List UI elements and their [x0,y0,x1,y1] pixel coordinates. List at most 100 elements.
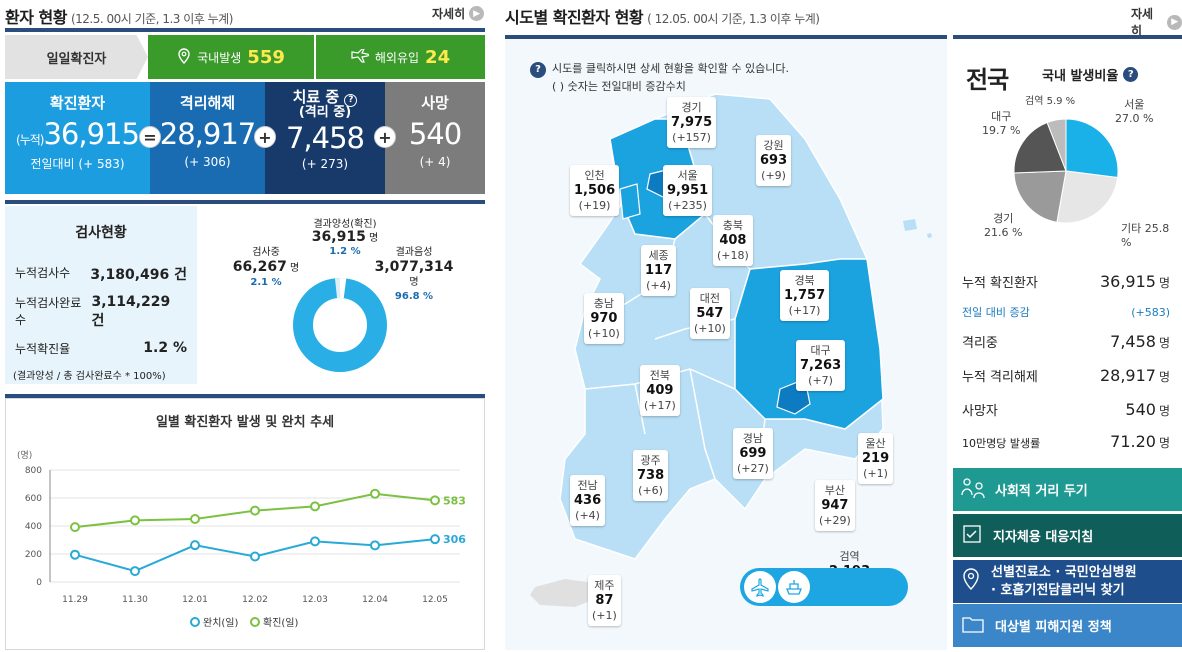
map-region-label[interactable]: 전남 436 (+4) [570,475,606,526]
map-region-label[interactable]: 울산 219 (+1) [858,433,894,484]
help-icon[interactable]: ? [344,94,358,107]
map-region-label[interactable]: 충북 408 (+18) [713,215,753,266]
region-name: 충남 [593,297,615,310]
deaths-value: 540 [408,117,462,151]
data-point [310,536,320,547]
pie-label-pct: 19.7 % [982,124,1021,137]
region-name: 울산 [865,437,886,450]
negative-unit: 명 [409,277,419,288]
map-region-label[interactable]: 충남 970 (+10) [584,293,624,344]
pending-stat: 검사중 66,267 명 2.1 % [226,246,306,290]
map-info-text: 시도를 클릭하시면 상세 현황을 확인할 수 있습니다. [552,62,789,75]
legend-marker [250,617,260,627]
overseas-cell: 해외유입 24 [316,35,485,79]
divider [5,394,485,398]
local-guideline-button[interactable]: 지자체용 대응지침 [953,514,1182,557]
pending-label: 검사중 [252,247,280,258]
help-icon[interactable]: ? [1123,67,1139,82]
region-name: 전남 [577,479,598,492]
map-region-label[interactable]: 광주 738 (+6) [633,450,669,501]
support-policy-button[interactable]: 대상별 피해지원 정책 [953,604,1182,647]
positive-stat: 결과양성(확진) 36,915 명 1.2 % [300,218,390,258]
map-region-label[interactable]: 서울 9,951 (+235) [663,165,713,216]
x-tick-label: 11.30 [122,595,148,605]
incheon-region [619,183,641,220]
positive-pct: 1.2 % [329,246,361,257]
patient-status-title: 환자 현황 (12.5. 00시 기준, 1.3 이후 누계) [5,4,233,28]
map-region-label[interactable]: 대전 547 (+10) [690,288,730,339]
national-row: 누적 격리해제 28,917 명 [962,366,1170,385]
pie-label-name: 검역 [1025,96,1044,107]
map-region-label[interactable]: 부산 947 (+29) [815,480,855,531]
last-value-label: 583 [443,494,466,507]
negative-value: 3,077,314 [374,259,454,275]
section-title: 환자 현황 [5,8,67,27]
left-more-button[interactable]: 자세히 ▶ [432,5,485,22]
region-change: (+27) [737,462,769,475]
test-row: 누적검사수 3,180,496 건 [5,264,197,284]
section-subtitle: (12.5. 00시 기준, 1.3 이후 누계) [70,12,233,26]
national-row-value: 540 [1125,400,1156,419]
national-row: 10만명당 발생률 71.20 명 [962,432,1170,451]
region-value: 699 [739,446,767,461]
map-region-label[interactable]: 세종 117 (+4) [641,245,677,296]
national-title: 전국 [966,66,1009,94]
data-point [190,514,200,524]
treating-box: 치료 중 ? (격리 중) 7,458 (+ 273) [265,82,385,194]
pie-label-name: 서울 [1124,98,1145,111]
map-region-label[interactable]: 경남 699 (+27) [733,428,773,479]
ratio-header: 국내 발생비율 ? [1042,65,1139,84]
chevron-right-icon: ▶ [1167,14,1182,30]
confirmed-change: 전일대비 (+ 583) [30,157,125,171]
map-region-label[interactable]: 경북 1,757 (+17) [780,270,830,321]
region-name: 경북 [794,274,815,287]
region-value: 87 [595,593,614,608]
plus-sign: + [374,126,396,148]
x-tick-label: 12.02 [242,595,268,605]
national-row-value: 36,915 [1099,272,1156,291]
map-region-label[interactable]: 제주 87 (+1) [588,575,621,626]
data-point [430,495,440,506]
map-region-label[interactable]: 인천 1,506 (+19) [570,165,620,216]
region-change: (+7) [808,374,833,387]
national-row-label: 사망자 [962,404,998,419]
airplane-icon [744,571,776,603]
pie-label-pct: 25.8 % [1121,222,1170,249]
national-row-label: 누적 확진환자 [962,276,1038,291]
test-row-value: 1.2 % [143,340,187,356]
deaths-label: 사망 [421,94,449,112]
folder-icon [961,614,985,638]
region-change: (+235) [668,199,707,212]
data-point [370,488,380,499]
pie-label-pct: 21.6 % [984,226,1023,239]
pie-label-name: 경기 [993,212,1014,225]
section-title: 시도별 확진환자 현황 [505,8,644,27]
daily-confirmed-label: 일일확진자 [5,35,148,79]
y-tick-label: 0 [36,578,42,588]
released-value: 28,917 [159,117,256,151]
region-status-title: 시도별 확진환자 현황( 12.05. 00시 기준, 1.3 이후 누계) [505,4,820,28]
region-name: 경기 [681,101,702,114]
national-row-unit: 명 [1158,336,1170,350]
map-region-label[interactable]: 전북 409 (+17) [640,365,680,416]
button-label: 대상별 피해지원 정책 [995,620,1112,635]
domestic-cell: 국내발생 559 [148,35,314,79]
region-name: 대구 [810,344,831,357]
negative-segment [293,278,387,372]
domestic-label: 국내발생 [197,50,242,65]
map-region-label[interactable]: 경기 7,975 (+157) [667,97,717,148]
region-change: (+17) [644,399,676,412]
pie-label-gyeonggi: 경기 21.6 % [984,210,1022,239]
region-value: 970 [590,311,618,326]
region-value: 219 [862,451,890,466]
map-more-button[interactable]: 자세히 ▶ [1131,5,1182,39]
social-distancing-button[interactable]: 사회적 거리 두기 [953,468,1182,511]
pie-label-other: 기타 25.8 % [1121,220,1182,249]
map-region-label[interactable]: 강원 693 (+9) [756,135,792,186]
map-region-label[interactable]: 대구 7,263 (+7) [796,340,846,391]
region-value: 436 [574,493,602,508]
find-clinic-button[interactable]: 선별진료소 · 국민안심병원 · 호흡기전담클리닉 찾기 [953,560,1182,603]
treating-change: (+ 273) [301,157,349,171]
pie-label-seoul: 서울 27.0 % [1115,96,1153,125]
chart-title: 일별 확진환자 발생 및 완치 추세 [155,415,335,430]
